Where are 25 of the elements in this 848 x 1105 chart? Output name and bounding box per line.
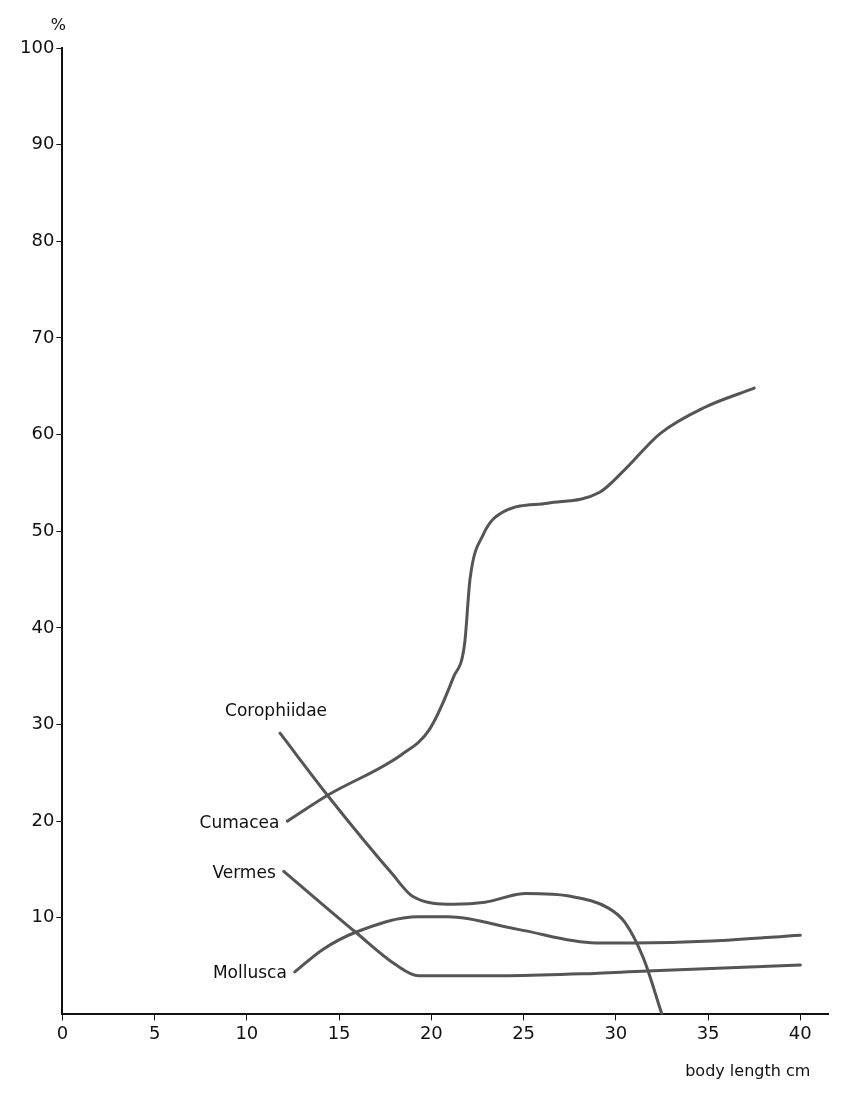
x-tick-label: 15 (327, 1021, 351, 1043)
x-tick-label: 20 (419, 1021, 443, 1043)
series-label: Corophiidae (225, 699, 328, 720)
y-tick-label: 90 (31, 132, 55, 154)
y-tick-label: 10 (31, 905, 55, 927)
y-tick-label: 80 (31, 228, 55, 250)
x-tick-label: 40 (788, 1021, 812, 1043)
y-tick-label: 70 (31, 325, 55, 347)
series-label: Vermes (212, 861, 276, 882)
y-tick-label: 40 (31, 615, 55, 637)
y-axis-title: % (50, 15, 66, 35)
x-tick-label: 25 (512, 1021, 536, 1043)
x-tick-label: 10 (235, 1021, 259, 1043)
x-axis-title: body length cm (685, 1061, 811, 1081)
x-tick-label: 5 (148, 1021, 161, 1043)
y-tick-label: 30 (31, 712, 55, 734)
y-tick-label: 100 (20, 35, 55, 57)
series-label: Cumacea (199, 811, 280, 832)
y-tick-label: 60 (31, 422, 55, 444)
y-tick-label: 20 (31, 808, 55, 830)
series-label: Mollusca (212, 962, 287, 983)
x-tick-label: 35 (696, 1021, 720, 1043)
x-tick-label: 30 (604, 1021, 628, 1043)
y-tick-label: 50 (31, 518, 55, 540)
x-tick-label: 0 (56, 1021, 69, 1043)
